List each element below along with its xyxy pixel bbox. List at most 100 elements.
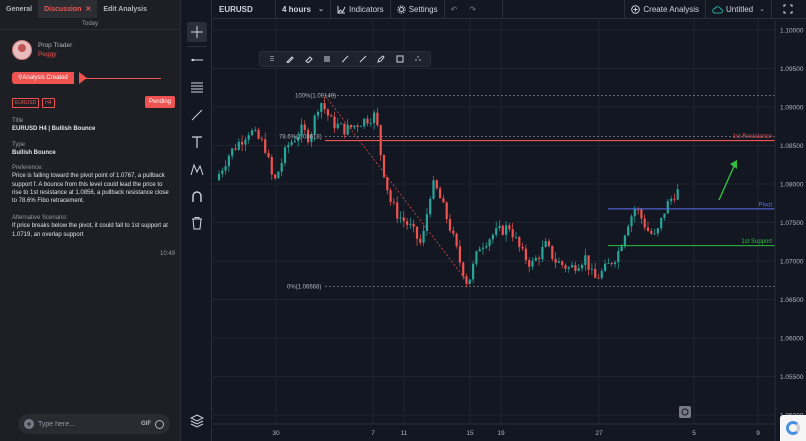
chart-area[interactable]: 100%(1.09149) 78.6%(1.08618) 0%(1.06668) 1s… <box>213 20 806 441</box>
line-icon[interactable] <box>356 53 370 65</box>
time-tick-label: 15 <box>466 430 474 437</box>
message-input[interactable] <box>38 420 141 428</box>
candle-body <box>313 115 316 135</box>
panel-tabs: General Discussion ✕ Edit Analysis <box>0 0 180 18</box>
toolbar-divider <box>187 46 207 47</box>
candle-body <box>330 115 333 117</box>
create-analysis-button[interactable]: Create Analysis <box>625 0 706 19</box>
candle-body <box>392 201 395 203</box>
chevron-down-icon: ⌄ <box>759 6 765 13</box>
chip-timeframe: H4 <box>42 98 55 108</box>
candle-body <box>293 140 296 142</box>
candle-body <box>663 213 666 218</box>
candle-body <box>571 264 574 268</box>
candle-body <box>676 189 679 200</box>
pattern-icon[interactable] <box>187 160 207 180</box>
undo-icon: ↶ <box>450 4 458 14</box>
candle-body <box>267 152 270 158</box>
pin-icon: ⚲ <box>18 75 23 81</box>
candle-body <box>495 228 498 235</box>
candle-body <box>544 241 547 248</box>
gif-button[interactable]: GIF <box>141 421 151 427</box>
pen-icon[interactable] <box>283 53 297 65</box>
settings-button[interactable]: Settings <box>391 0 445 19</box>
fullscreen-icon <box>783 4 792 14</box>
redo-button[interactable]: ↷ <box>463 0 504 19</box>
level-label: Pivot <box>759 202 773 208</box>
candle-body <box>353 125 356 128</box>
candle-body <box>260 138 263 140</box>
candle-body <box>234 148 237 150</box>
candle-body <box>623 235 626 247</box>
settings-label: Settings <box>408 4 438 14</box>
crosshair-icon[interactable] <box>187 22 207 42</box>
drag-handle-icon[interactable] <box>265 53 279 65</box>
recaptcha-badge[interactable] <box>780 415 806 441</box>
levels-icon[interactable] <box>320 53 334 65</box>
price-tick-label: 1.09500 <box>780 66 804 73</box>
close-icon[interactable]: ✕ <box>85 6 92 13</box>
candle-body <box>432 180 435 199</box>
time-tick-label: 11 <box>401 430 408 437</box>
candle-body <box>250 130 254 136</box>
projection-arrow <box>718 163 736 201</box>
fullscreen-button[interactable] <box>772 0 806 19</box>
trend-line-icon[interactable] <box>187 50 207 70</box>
fib-retracement-icon[interactable] <box>187 77 207 97</box>
candle-body <box>637 209 640 211</box>
price-tick-label: 1.10000 <box>780 28 804 35</box>
candle-body <box>488 239 491 246</box>
redo-icon: ↷ <box>469 4 476 14</box>
interval-select[interactable]: 4 hours ⌄ <box>276 0 331 19</box>
candle-body <box>396 202 399 219</box>
price-tick-label: 1.06000 <box>780 336 804 343</box>
candle-body <box>594 268 597 278</box>
candle-body <box>247 135 250 140</box>
candle-body <box>399 217 402 219</box>
rectangle-icon[interactable] <box>393 53 407 65</box>
pending-badge[interactable]: Pending <box>144 96 175 108</box>
candle-body <box>653 233 656 235</box>
author-name[interactable]: Peggy <box>38 51 57 58</box>
undo-button[interactable]: ↶ <box>445 0 464 19</box>
tab-general[interactable]: General <box>0 0 38 18</box>
candle-body <box>227 155 230 167</box>
tab-discussion[interactable]: Discussion ✕ <box>38 0 98 18</box>
candle-body <box>310 134 313 143</box>
alt-label: Alternative Scenario: <box>12 215 68 221</box>
fib-trend-line <box>324 95 472 287</box>
trash-icon[interactable] <box>187 213 207 233</box>
top-bar: EURUSD 4 hours ⌄ Indicators Settings ↶ ↷… <box>213 0 806 19</box>
candle-body <box>620 246 623 252</box>
symbol-search[interactable]: EURUSD <box>213 0 276 19</box>
candle-body <box>547 241 551 246</box>
status-line <box>86 78 161 79</box>
price-chart[interactable]: 100%(1.09149) 78.6%(1.08618) 0%(1.06668) 1s… <box>213 20 806 441</box>
layout-label: Untitled <box>726 4 754 14</box>
fill-icon[interactable] <box>302 53 316 65</box>
tab-edit-analysis[interactable]: Edit Analysis <box>97 0 153 18</box>
avatar[interactable] <box>12 40 32 60</box>
candle-body <box>646 227 650 231</box>
indicators-button[interactable]: Indicators <box>331 0 391 19</box>
candle-body <box>472 263 475 280</box>
candle-body <box>237 141 240 150</box>
plus-icon[interactable]: + <box>24 419 34 429</box>
layout-select[interactable]: Untitled ⌄ <box>706 0 772 19</box>
candle-body <box>633 209 636 217</box>
layers-icon[interactable] <box>187 411 207 431</box>
magnet-icon[interactable] <box>187 187 207 207</box>
tab-general-label: General <box>6 5 33 13</box>
preference-label: Preference: <box>12 165 44 171</box>
candle-body <box>452 230 455 234</box>
candle-body <box>534 257 537 261</box>
pencil-icon[interactable] <box>374 53 388 65</box>
candle-body <box>481 247 485 250</box>
more-icon[interactable] <box>411 53 425 65</box>
emoji-icon[interactable] <box>155 419 164 429</box>
candle-body <box>485 245 488 248</box>
text-icon[interactable] <box>187 132 207 152</box>
brush-icon[interactable] <box>187 105 207 125</box>
tag-chips: EURUSD H4 <box>12 98 55 108</box>
brush-icon[interactable] <box>338 53 352 65</box>
